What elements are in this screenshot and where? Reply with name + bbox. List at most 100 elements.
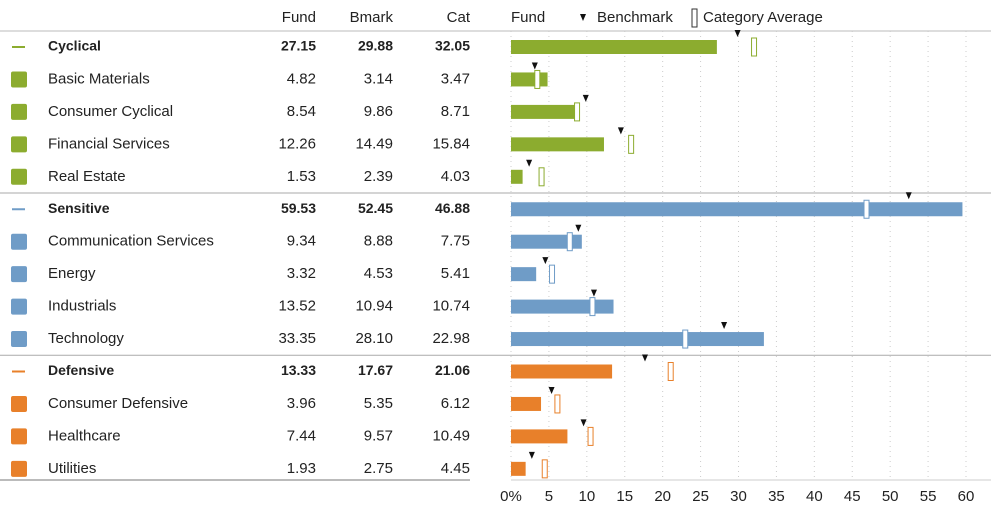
cell-value: 8.54	[287, 103, 316, 120]
benchmark-marker	[582, 94, 589, 102]
cell-value: 59.53	[281, 200, 316, 216]
cell-value: 13.33	[281, 362, 316, 378]
benchmark-marker	[526, 159, 533, 167]
x-tick-label: 15	[616, 488, 633, 505]
cell-value: 2.39	[364, 168, 393, 185]
cell-value: 8.88	[364, 233, 393, 250]
sector-icon	[11, 136, 27, 153]
category-marker	[534, 69, 541, 89]
benchmark-marker	[721, 322, 728, 330]
cell-value: 3.47	[441, 70, 470, 87]
column-header: Bmark	[350, 9, 394, 26]
benchmark-marker	[617, 127, 624, 135]
cell-value: 15.84	[432, 135, 470, 152]
x-tick-label: 50	[882, 488, 899, 505]
cell-value: 13.52	[278, 298, 316, 315]
cell-value: 32.05	[435, 38, 470, 54]
bar	[511, 429, 568, 444]
bar	[511, 40, 717, 54]
cell-value: 4.53	[364, 265, 393, 282]
cell-value: 52.45	[358, 200, 393, 216]
cell-value: 17.67	[358, 362, 393, 378]
category-marker	[587, 426, 594, 446]
cell-value: 10.94	[355, 298, 393, 315]
benchmark-marker	[548, 386, 555, 394]
sector-name: Basic Materials	[48, 70, 150, 87]
bar	[511, 169, 523, 184]
sector-icon	[11, 233, 27, 250]
bar	[511, 461, 526, 476]
sector-name: Technology	[48, 330, 124, 347]
cell-value: 3.96	[287, 395, 316, 412]
cell-value: 6.12	[441, 395, 470, 412]
bar	[511, 267, 537, 282]
cell-value: 29.88	[358, 38, 393, 54]
cell-value: 28.10	[355, 330, 393, 347]
benchmark-marker	[905, 192, 912, 200]
cell-value: 9.34	[287, 233, 316, 250]
category-marker	[589, 297, 596, 317]
benchmark-marker	[641, 354, 648, 362]
legend-label: Benchmark	[597, 9, 673, 26]
x-tick-label: 35	[768, 488, 785, 505]
bar	[511, 234, 582, 249]
cell-value: 3.14	[364, 70, 393, 87]
sector-name: Communication Services	[48, 233, 214, 250]
sector-name: Sensitive	[48, 200, 110, 216]
sector-icon	[11, 168, 27, 185]
sector-name: Consumer Defensive	[48, 395, 188, 412]
category-marker	[554, 394, 561, 414]
sector-name: Industrials	[48, 298, 116, 315]
x-tick-label: 40	[806, 488, 823, 505]
benchmark-marker	[590, 289, 597, 297]
cell-value: 5.35	[364, 395, 393, 412]
category-marker	[667, 362, 674, 381]
cell-value: 9.86	[364, 103, 393, 120]
cell-value: 7.75	[441, 233, 470, 250]
category-marker	[538, 167, 545, 187]
bar	[511, 72, 548, 87]
sector-name: Energy	[48, 265, 96, 282]
column-header: Fund	[282, 9, 316, 26]
benchmark-marker	[734, 30, 741, 37]
cell-value: 8.71	[441, 103, 470, 120]
cell-value: 1.93	[287, 460, 316, 477]
cell-value: 46.88	[435, 200, 470, 216]
benchmark-marker	[542, 257, 549, 265]
sector-name: Financial Services	[48, 135, 170, 152]
x-tick-label: 25	[692, 488, 709, 505]
x-tick-label: 60	[958, 488, 975, 505]
x-tick-label: 45	[844, 488, 861, 505]
category-marker	[863, 199, 870, 219]
cell-value: 4.45	[441, 460, 470, 477]
sector-name: Defensive	[48, 362, 114, 378]
benchmark-marker	[528, 451, 535, 459]
cell-value: 4.03	[441, 168, 470, 185]
benchmark-marker	[575, 224, 582, 232]
cell-value: 2.75	[364, 460, 393, 477]
legend-marker	[580, 14, 586, 21]
x-tick-label: 30	[730, 488, 747, 505]
x-tick-label: 10	[578, 488, 595, 505]
benchmark-marker	[580, 419, 587, 427]
sector-name: Consumer Cyclical	[48, 103, 173, 120]
sector-icon	[11, 460, 27, 477]
cell-value: 33.35	[278, 330, 316, 347]
column-header: Cat	[447, 9, 471, 26]
sector-icon	[11, 395, 27, 412]
category-marker	[549, 264, 556, 284]
sector-icon	[11, 331, 27, 348]
category-marker	[682, 329, 689, 349]
sector-name: Cyclical	[48, 38, 101, 54]
sector-name: Utilities	[48, 460, 96, 477]
sector-icon	[11, 428, 27, 445]
sector-icon	[11, 71, 27, 88]
cell-value: 9.57	[364, 427, 393, 444]
category-marker	[751, 37, 758, 57]
cell-value: 27.15	[281, 38, 316, 54]
cell-value: 22.98	[432, 330, 470, 347]
sector-icon	[11, 103, 27, 120]
cell-value: 21.06	[435, 362, 470, 378]
sector-icon	[11, 266, 27, 283]
